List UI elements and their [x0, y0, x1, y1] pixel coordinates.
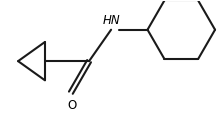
Text: HN: HN	[102, 14, 120, 27]
Text: O: O	[68, 98, 77, 111]
